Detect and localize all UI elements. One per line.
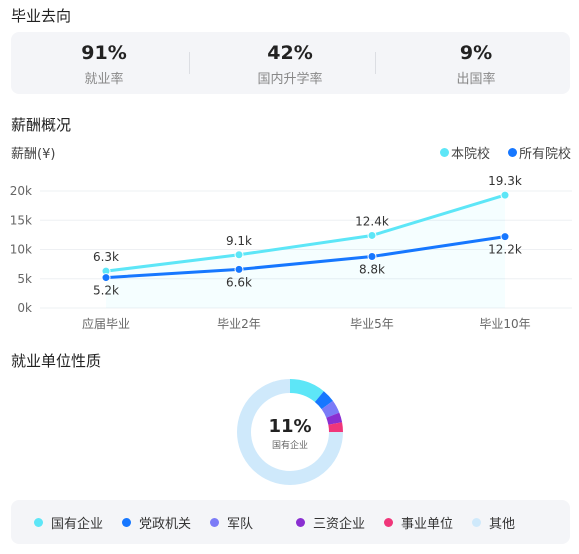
stat-domestic-study-rate: 42% 国内升学率 xyxy=(197,32,383,94)
y-tick-label: 15k xyxy=(10,213,32,227)
donut-center-value: 11% xyxy=(268,416,312,437)
x-tick-label: 毕业10年 xyxy=(479,317,530,331)
legend-item-public-institution[interactable]: 事业单位 xyxy=(384,500,453,544)
y-tick-label: 0k xyxy=(17,301,32,315)
data-label: 8.8k xyxy=(359,263,385,277)
data-label: 5.2k xyxy=(93,284,119,298)
divider xyxy=(375,52,376,74)
x-tick-label: 毕业5年 xyxy=(350,317,394,331)
legend-label: 国有企业 xyxy=(51,516,104,532)
y-tick-label: 20k xyxy=(10,184,32,198)
stats-card: 91% 就业率 42% 国内升学率 9% 出国率 xyxy=(11,32,570,94)
salary-legend-school[interactable]: 本院校 xyxy=(440,143,490,162)
donut-segment[interactable] xyxy=(237,379,343,485)
legend-dot-icon xyxy=(296,517,305,527)
legend-label: 三资企业 xyxy=(313,516,366,532)
donut-center-label: 国有企业 xyxy=(271,441,308,451)
stat-value: 91% xyxy=(81,42,127,64)
legend-dot-icon xyxy=(122,517,131,527)
legend-dot-icon xyxy=(440,148,449,157)
legend-dot-icon xyxy=(34,517,43,527)
stat-employment-rate: 91% 就业率 xyxy=(11,32,197,94)
legend-dot-icon xyxy=(472,517,481,527)
salary-legend-all[interactable]: 所有院校 xyxy=(508,143,571,162)
legend-label: 事业单位 xyxy=(401,516,454,532)
legend-label: 所有院校 xyxy=(519,147,572,162)
legend-item-foreign-funded[interactable]: 三资企业 xyxy=(296,500,365,544)
data-label: 9.1k xyxy=(226,234,252,248)
legend-label: 其他 xyxy=(489,516,516,532)
employer-legend: 国有企业 党政机关 军队 三资企业 事业单位 其他 xyxy=(11,500,570,544)
divider xyxy=(189,52,190,74)
series-line xyxy=(105,193,506,273)
data-point xyxy=(500,232,510,242)
stat-value: 42% xyxy=(267,42,313,64)
legend-item-government[interactable]: 党政机关 xyxy=(122,500,191,544)
salary-line-chart: 0k 5k 10k 15k 20k 应届毕业 毕业2年 毕业5年 毕业10年 6.3k 9.1k 12… xyxy=(10,174,572,331)
data-point xyxy=(500,190,510,200)
legend-label: 本院校 xyxy=(451,147,491,162)
data-point xyxy=(367,252,377,262)
stat-label: 出国率 xyxy=(456,72,496,87)
salary-unit-label: 薪酬(¥) xyxy=(11,147,56,162)
x-tick-label: 毕业2年 xyxy=(217,317,261,331)
data-point xyxy=(234,264,244,274)
stat-abroad-rate: 9% 出国率 xyxy=(383,32,569,94)
legend-item-state-owned[interactable]: 国有企业 xyxy=(34,500,103,544)
section-title-employer: 就业单位性质 xyxy=(11,352,102,370)
legend-dot-icon xyxy=(210,517,219,527)
data-point xyxy=(101,273,111,283)
section-title-destination: 毕业去向 xyxy=(11,7,72,25)
data-label: 6.3k xyxy=(93,250,119,264)
data-point xyxy=(234,250,244,260)
y-tick-label: 10k xyxy=(10,243,32,257)
y-tick-label: 5k xyxy=(17,272,32,286)
legend-dot-icon xyxy=(508,148,517,157)
stat-label: 国内升学率 xyxy=(257,72,323,87)
legend-label: 党政机关 xyxy=(139,516,192,532)
data-point xyxy=(367,230,377,240)
data-label: 12.2k xyxy=(488,243,522,257)
legend-dot-icon xyxy=(384,517,393,527)
legend-item-military[interactable]: 军队 xyxy=(210,500,253,544)
donut-segment[interactable] xyxy=(237,379,343,485)
series-area xyxy=(106,195,505,308)
stat-label: 就业率 xyxy=(84,72,124,87)
data-label: 19.3k xyxy=(488,174,522,188)
data-label: 12.4k xyxy=(355,214,389,228)
employer-donut-chart xyxy=(237,379,343,485)
stat-value: 9% xyxy=(459,42,493,64)
legend-label: 军队 xyxy=(227,516,254,532)
x-tick-label: 应届毕业 xyxy=(82,316,130,331)
series-line xyxy=(105,235,506,280)
data-label: 6.6k xyxy=(226,275,252,289)
legend-item-other[interactable]: 其他 xyxy=(472,500,515,544)
section-title-salary: 薪酬概况 xyxy=(11,116,72,134)
